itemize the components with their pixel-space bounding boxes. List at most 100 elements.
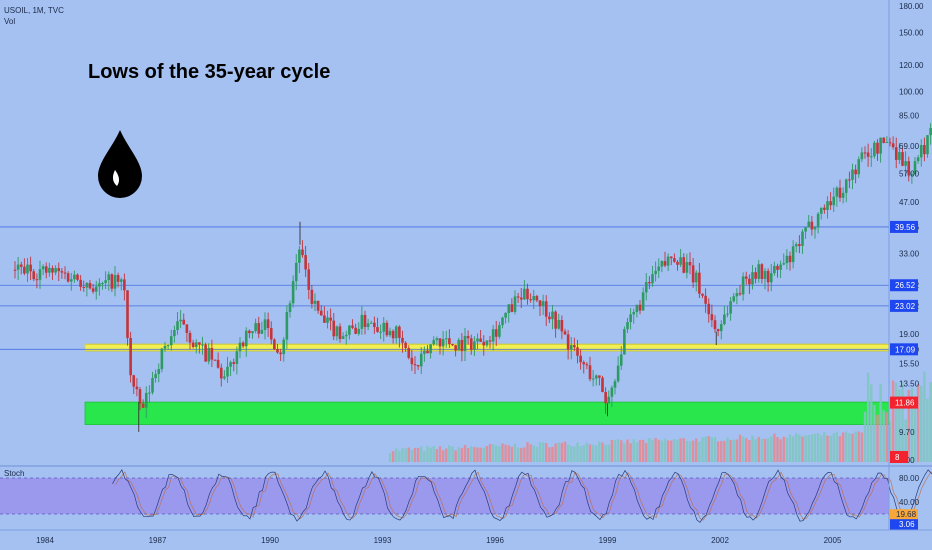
candle-body[interactable] — [254, 323, 257, 332]
candle-body[interactable] — [769, 273, 773, 283]
candle-body[interactable] — [294, 262, 298, 282]
candle-body[interactable] — [879, 137, 882, 154]
candle-body[interactable] — [413, 364, 417, 366]
candle-body[interactable] — [557, 320, 561, 329]
candle-body[interactable] — [854, 169, 857, 175]
candle-body[interactable] — [898, 152, 901, 160]
candle-body[interactable] — [738, 293, 742, 295]
candle-body[interactable] — [666, 256, 670, 266]
time-tick[interactable]: 1999 — [599, 536, 617, 545]
candles[interactable] — [13, 34, 932, 432]
candle-body[interactable] — [319, 310, 323, 316]
candle-body[interactable] — [154, 374, 157, 379]
candle-body[interactable] — [779, 264, 782, 270]
candle-body[interactable] — [716, 329, 720, 332]
candle-body[interactable] — [176, 321, 179, 330]
candle-body[interactable] — [673, 258, 676, 262]
candle-body[interactable] — [560, 320, 564, 332]
candle-body[interactable] — [19, 264, 23, 267]
candle-body[interactable] — [244, 330, 248, 347]
candle-body[interactable] — [288, 303, 292, 313]
candle-body[interactable] — [160, 348, 164, 370]
candle-body[interactable] — [423, 350, 426, 354]
candle-body[interactable] — [848, 179, 851, 181]
candle-body[interactable] — [373, 322, 376, 328]
candle-body[interactable] — [304, 255, 307, 270]
candle-body[interactable] — [357, 328, 361, 334]
candle-body[interactable] — [204, 344, 207, 362]
candle-body[interactable] — [729, 301, 732, 314]
candle-body[interactable] — [616, 365, 620, 382]
candle-body[interactable] — [610, 387, 614, 397]
candle-body[interactable] — [751, 272, 754, 285]
candle-body[interactable] — [216, 359, 220, 368]
candle-body[interactable] — [491, 329, 495, 342]
candle-body[interactable] — [326, 317, 329, 323]
candle-body[interactable] — [66, 273, 70, 282]
candle-body[interactable] — [173, 329, 176, 337]
price-tick[interactable]: 33.00 — [899, 249, 920, 258]
candle-body[interactable] — [416, 364, 420, 367]
candle-body[interactable] — [504, 312, 507, 318]
candle-body[interactable] — [363, 314, 367, 328]
candle-body[interactable] — [48, 267, 51, 273]
candle-body[interactable] — [401, 337, 404, 343]
candle-body[interactable] — [335, 326, 339, 337]
candle-body[interactable] — [535, 296, 539, 301]
candle-body[interactable] — [763, 270, 767, 279]
candle-body[interactable] — [544, 301, 548, 317]
candle-body[interactable] — [891, 143, 895, 148]
candle-body[interactable] — [104, 280, 107, 283]
candle-body[interactable] — [710, 314, 714, 321]
candle-body[interactable] — [144, 392, 148, 408]
candle-body[interactable] — [841, 192, 845, 198]
candle-body[interactable] — [732, 296, 736, 302]
candle-body[interactable] — [13, 269, 17, 271]
candle-body[interactable] — [638, 304, 642, 311]
candle-body[interactable] — [338, 326, 342, 339]
candle-body[interactable] — [923, 145, 926, 155]
candle-body[interactable] — [126, 290, 129, 338]
candle-body[interactable] — [385, 322, 389, 336]
candle-body[interactable] — [210, 347, 214, 360]
time-tick[interactable]: 1987 — [149, 536, 167, 545]
candle-body[interactable] — [260, 329, 264, 334]
symbol-line[interactable]: USOIL, 1M, TVC — [4, 6, 64, 15]
candle-body[interactable] — [594, 375, 598, 379]
candle-body[interactable] — [788, 255, 792, 263]
price-tick[interactable]: 15.50 — [899, 360, 920, 369]
candle-body[interactable] — [485, 340, 489, 346]
candle-body[interactable] — [510, 304, 514, 312]
candle-body[interactable] — [529, 299, 532, 301]
candle-body[interactable] — [407, 347, 411, 358]
candle-body[interactable] — [635, 304, 639, 313]
candle-body[interactable] — [29, 264, 32, 272]
candle-body[interactable] — [607, 396, 611, 404]
candle-body[interactable] — [148, 392, 151, 394]
candle-body[interactable] — [404, 342, 407, 348]
candle-body[interactable] — [38, 269, 42, 280]
candle-body[interactable] — [273, 339, 276, 350]
candle-body[interactable] — [379, 331, 382, 333]
candle-body[interactable] — [348, 325, 351, 335]
candle-body[interactable] — [394, 326, 398, 339]
candle-body[interactable] — [198, 342, 201, 345]
candle-body[interactable] — [141, 403, 145, 408]
candle-body[interactable] — [341, 336, 345, 339]
candle-body[interactable] — [679, 257, 682, 265]
candle-body[interactable] — [516, 296, 520, 298]
candle-body[interactable] — [351, 325, 354, 328]
candle-body[interactable] — [810, 221, 814, 230]
candle-body[interactable] — [248, 330, 251, 334]
candle-body[interactable] — [323, 315, 326, 323]
candle-body[interactable] — [623, 329, 626, 355]
candle-body[interactable] — [229, 362, 232, 367]
candle-body[interactable] — [463, 335, 467, 352]
candle-body[interactable] — [201, 344, 204, 346]
candle-body[interactable] — [476, 338, 479, 342]
time-axis[interactable]: 1984198719901993199619992002200520082011… — [36, 536, 932, 545]
candle-body[interactable] — [191, 342, 195, 347]
candle-body[interactable] — [519, 297, 523, 300]
candle-body[interactable] — [132, 375, 136, 387]
candle-body[interactable] — [110, 274, 114, 289]
